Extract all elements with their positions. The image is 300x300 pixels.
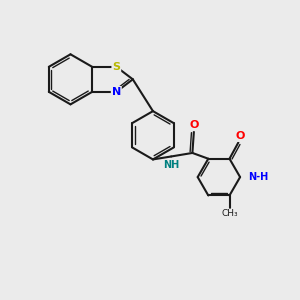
Text: N-H: N-H [248, 172, 268, 182]
Text: N: N [112, 87, 121, 97]
Text: S: S [112, 62, 120, 72]
Text: O: O [189, 120, 199, 130]
Text: O: O [235, 131, 244, 141]
Text: NH: NH [163, 160, 179, 170]
Text: CH₃: CH₃ [221, 209, 238, 218]
